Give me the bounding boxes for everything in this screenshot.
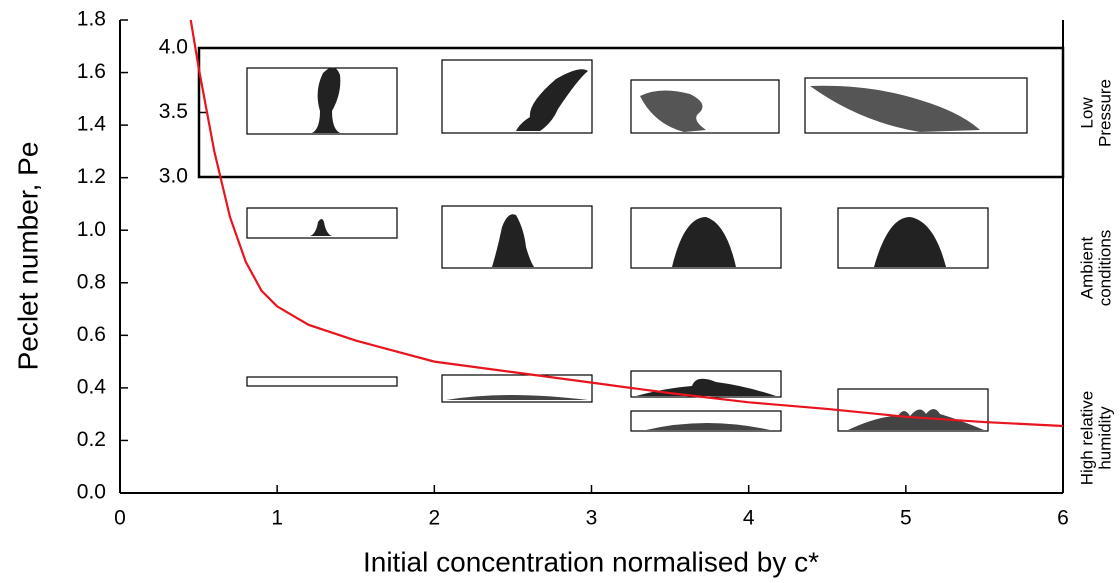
image <box>246 376 398 387</box>
image <box>310 219 332 236</box>
image <box>848 409 984 430</box>
image <box>636 378 776 396</box>
image <box>441 59 593 134</box>
x-tick-label: 2 <box>428 507 440 530</box>
side-label-line: Ambient <box>1077 237 1096 300</box>
side-label: High relative humidity <box>1077 391 1114 486</box>
inset-tick-label: 4.0 <box>159 36 188 59</box>
y-tick-label: 1.0 <box>77 218 106 241</box>
x-tick-label: 6 <box>1057 507 1069 530</box>
image <box>516 69 588 131</box>
y-tick-label: 1.4 <box>77 113 107 136</box>
side-label-line: Low <box>1077 97 1096 129</box>
image <box>446 395 588 400</box>
x-axis-label: Initial concentration normalised by c* <box>363 546 819 577</box>
x-tick-label: 4 <box>743 507 755 530</box>
side-label: Low Pressure <box>1077 79 1114 147</box>
y-tick-label: 0.2 <box>77 428 106 451</box>
y-tick-label: 0.4 <box>77 375 107 398</box>
image <box>874 217 946 267</box>
side-label-line: High relative <box>1077 391 1096 486</box>
y-tick-label: 1.2 <box>77 165 106 188</box>
image <box>646 423 770 430</box>
image <box>672 217 736 267</box>
image <box>312 67 341 133</box>
y-tick-label: 0.0 <box>77 481 106 504</box>
x-tick-label: 5 <box>900 507 912 530</box>
image <box>492 214 534 267</box>
x-tick-label: 1 <box>271 507 283 530</box>
y-tick-label: 0.6 <box>77 323 106 346</box>
side-label-line: Pressure <box>1095 79 1114 147</box>
side-label-line: conditions <box>1095 230 1114 307</box>
y-axis-label: Peclet number, Pe <box>12 142 43 371</box>
y-tick-label: 1.6 <box>77 60 106 83</box>
curve <box>189 19 1064 428</box>
inset-images <box>197 46 1065 432</box>
y-tick-label: 0.8 <box>77 270 106 293</box>
y-tick-label: 1.8 <box>77 8 106 31</box>
image <box>640 90 706 132</box>
x-tick-label: 0 <box>114 507 126 530</box>
x-tick-label: 3 <box>586 507 598 530</box>
inset-tick-label: 3.0 <box>159 165 188 188</box>
image <box>630 79 780 134</box>
inset-tick-label: 3.5 <box>159 100 188 123</box>
side-label: Ambient conditions <box>1077 230 1114 307</box>
side-label-line: humidity <box>1095 406 1114 470</box>
image <box>810 85 980 132</box>
